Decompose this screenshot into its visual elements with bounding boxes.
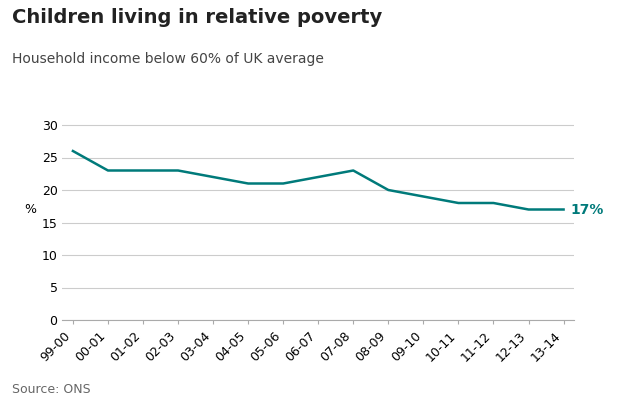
Text: Children living in relative poverty: Children living in relative poverty xyxy=(12,8,383,27)
Y-axis label: %: % xyxy=(24,203,37,216)
Text: Source: ONS: Source: ONS xyxy=(12,383,91,396)
Text: Household income below 60% of UK average: Household income below 60% of UK average xyxy=(12,52,324,66)
Text: 17%: 17% xyxy=(570,202,604,216)
